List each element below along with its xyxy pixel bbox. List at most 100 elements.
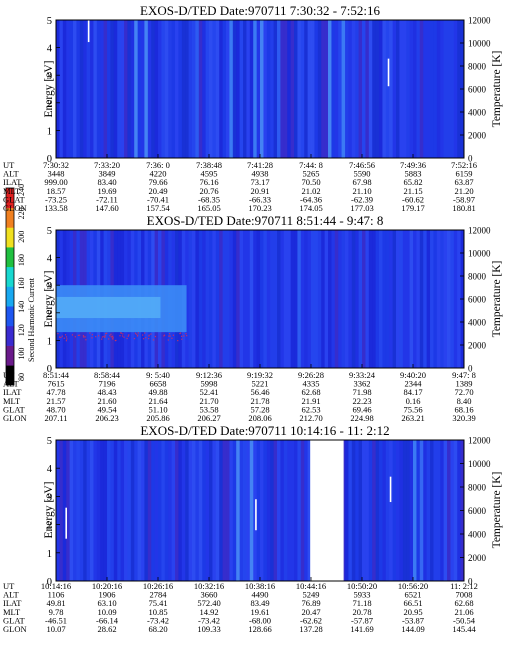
heatmap-column xyxy=(192,230,196,368)
heatmap-column xyxy=(389,440,393,581)
panel-2-ylabel-left: Energy [eV] xyxy=(43,271,55,328)
heatmap-speckle xyxy=(65,340,67,342)
heatmap-column xyxy=(283,20,288,158)
heatmap-column xyxy=(430,230,434,368)
heatmap-column xyxy=(368,20,373,158)
heatmap-column xyxy=(430,440,434,581)
right-tick-label: 10000 xyxy=(468,459,491,469)
heatmap-column xyxy=(215,440,220,581)
heatmap-column xyxy=(307,230,312,368)
heatmap-column xyxy=(161,20,166,158)
right-tick-label: 0 xyxy=(468,154,473,164)
heatmap-speckle xyxy=(115,339,117,342)
heatmap-column xyxy=(107,20,111,158)
orbit-cell: 68.20 xyxy=(148,624,167,634)
heatmap-column xyxy=(436,20,441,158)
heatmap-column xyxy=(202,20,206,158)
heatmap-column xyxy=(86,20,91,158)
heatmap-column xyxy=(266,20,271,158)
orbit-cell: 22.23 xyxy=(352,396,371,406)
orbit-cell: 3448 xyxy=(48,169,65,179)
heatmap-column xyxy=(385,20,390,158)
heatmap-column xyxy=(137,20,142,158)
heatmap-column xyxy=(249,20,254,158)
heatmap-column xyxy=(249,230,254,368)
heatmap-column xyxy=(389,230,393,368)
orbit-cell: 4490 xyxy=(252,590,269,600)
heatmap-column xyxy=(103,440,108,581)
orbit-cell: 49.54 xyxy=(97,404,117,414)
heatmap-column xyxy=(117,440,121,581)
heatmap-column xyxy=(175,440,179,581)
heatmap-column xyxy=(127,20,132,158)
heatmap-column xyxy=(219,20,223,158)
heatmap-column xyxy=(351,440,356,581)
heatmap-column xyxy=(413,20,417,158)
heatmap-column xyxy=(229,20,234,158)
heatmap-column xyxy=(205,440,210,581)
heatmap-column xyxy=(351,20,356,158)
orbit-cell: -72.11 xyxy=(96,194,118,204)
orbit-cell: 10:20:16 xyxy=(92,581,122,591)
orbit-cell: 179.17 xyxy=(401,203,424,213)
heatmap-speckle xyxy=(142,338,145,340)
heatmap-column xyxy=(297,230,302,368)
heatmap-column xyxy=(392,20,397,158)
heatmap-column xyxy=(110,440,115,581)
heatmap-speckle xyxy=(163,334,166,336)
heatmap-column xyxy=(158,440,162,581)
heatmap-column xyxy=(73,440,77,581)
left-tick-label: 3 xyxy=(47,281,52,292)
orbit-cell: 14.92 xyxy=(199,607,218,617)
heatmap-column xyxy=(260,440,264,581)
heatmap-column xyxy=(243,20,247,158)
heatmap-speckle xyxy=(79,334,81,336)
heatmap-speckle xyxy=(64,334,67,336)
orbit-cell: 7:38:48 xyxy=(196,160,222,170)
orbit-cell: 52.41 xyxy=(199,387,218,397)
heatmap-column xyxy=(348,230,353,368)
orbit-cell: 51.10 xyxy=(148,404,167,414)
heatmap-column xyxy=(260,230,264,368)
heatmap-column xyxy=(79,440,84,581)
heatmap-column xyxy=(457,230,461,368)
orbit-cell: 20.95 xyxy=(403,607,422,617)
orbit-cell: 9:26:28 xyxy=(298,370,324,380)
heatmap-column xyxy=(345,230,349,368)
orbit-cell: 7:41:28 xyxy=(247,160,273,170)
heatmap-column xyxy=(171,440,176,581)
orbit-cell: -53.87 xyxy=(402,615,424,625)
orbit-cell: 56.46 xyxy=(250,387,269,397)
orbit-cell: 147.60 xyxy=(95,203,118,213)
colorbar-tick-label: 200 xyxy=(17,231,26,243)
heatmap-column xyxy=(311,230,315,368)
orbit-cell: -70.41 xyxy=(147,194,169,204)
heatmap-column xyxy=(331,230,336,368)
heatmap-column xyxy=(263,440,268,581)
orbit-cell: 7008 xyxy=(456,590,473,600)
panel-2-axes: 0 1 2 3 4 5 0 2000 4000 6000 8000 10000 12000 xyxy=(47,226,491,376)
heatmap-speckle xyxy=(126,337,128,340)
heatmap-column xyxy=(273,440,278,581)
orbit-cell: 70.50 xyxy=(301,177,320,187)
heatmap-speckle xyxy=(85,339,87,341)
left-tick-label: 4 xyxy=(47,44,53,55)
heatmap-column xyxy=(137,440,142,581)
heatmap-column xyxy=(215,230,220,368)
heatmap-column xyxy=(392,230,397,368)
heatmap-column xyxy=(368,440,373,581)
orbit-cell: 62.68 xyxy=(301,387,320,397)
colorbar-title: Second Harmonic Current xyxy=(27,277,36,362)
heatmap-speckle xyxy=(137,334,139,336)
heatmap-column xyxy=(188,230,193,368)
orbit-cell: 141.69 xyxy=(350,624,373,634)
heatmap-column xyxy=(426,20,431,158)
orbit-row-label: ALT xyxy=(3,169,20,179)
right-tick-label: 12000 xyxy=(468,16,491,26)
heatmap-column xyxy=(175,20,179,158)
orbit-cell: 62.68 xyxy=(454,598,473,608)
heatmap-column xyxy=(433,440,438,581)
heatmap-column xyxy=(243,230,247,368)
heatmap-speckle xyxy=(169,335,171,337)
heatmap-speckle xyxy=(134,332,137,334)
